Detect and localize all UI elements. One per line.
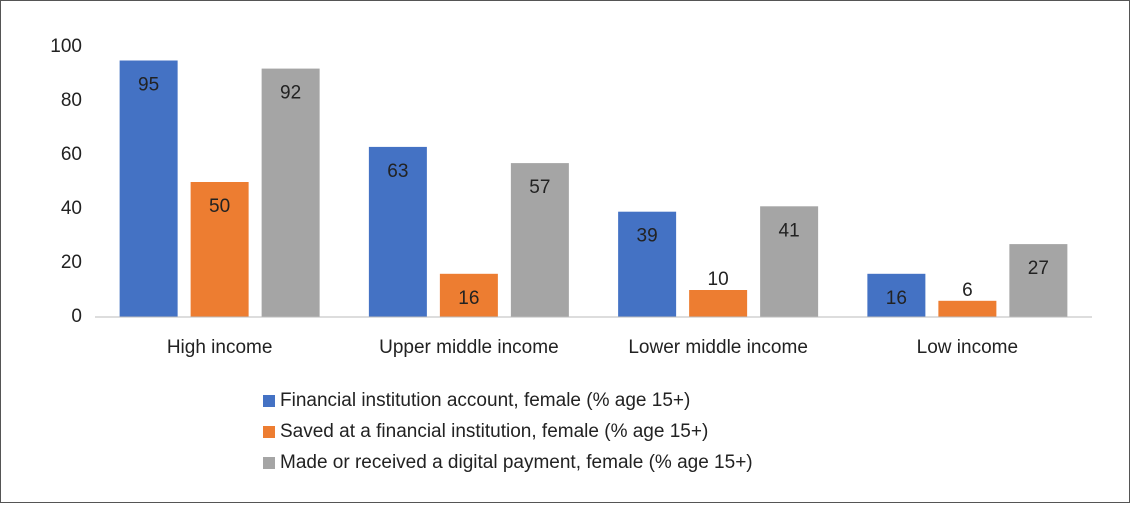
data-label: 16 (458, 288, 479, 309)
legend-label: Financial institution account, female (%… (280, 390, 690, 411)
data-label: 95 (138, 75, 159, 96)
data-label: 39 (637, 226, 658, 247)
data-label: 63 (387, 161, 408, 182)
x-tick-label: Lower middle income (628, 337, 808, 358)
data-label: 27 (1028, 258, 1049, 279)
bar (368, 146, 427, 317)
bar (689, 290, 748, 317)
data-label: 92 (280, 83, 301, 104)
data-label: 6 (962, 280, 973, 301)
legend-label: Made or received a digital payment, fema… (280, 452, 753, 473)
x-tick-label: High income (167, 337, 273, 358)
bar (190, 182, 249, 317)
y-tick-label: 40 (61, 198, 82, 219)
y-tick-label: 60 (61, 144, 82, 165)
data-label: 50 (209, 196, 230, 217)
legend-swatch (263, 426, 275, 438)
bar (1009, 244, 1068, 317)
bar (261, 68, 320, 317)
data-label: 57 (529, 177, 550, 198)
legend-swatch (263, 395, 275, 407)
data-label: 16 (886, 288, 907, 309)
y-tick-label: 0 (71, 306, 82, 327)
legend-label: Saved at a financial institution, female… (280, 421, 708, 442)
bar (510, 163, 569, 317)
legend-swatch (263, 457, 275, 469)
data-label: 41 (779, 220, 800, 241)
bar (760, 206, 819, 317)
y-tick-label: 20 (61, 252, 82, 273)
x-tick-label: Low income (917, 337, 1018, 358)
x-tick-label: Upper middle income (379, 337, 559, 358)
bar (867, 273, 926, 317)
y-tick-label: 80 (61, 90, 82, 111)
bar (938, 300, 997, 317)
y-tick-label: 100 (50, 36, 82, 57)
bar (618, 211, 677, 317)
data-label: 10 (708, 269, 729, 290)
bar (119, 60, 178, 317)
bar (439, 273, 498, 317)
